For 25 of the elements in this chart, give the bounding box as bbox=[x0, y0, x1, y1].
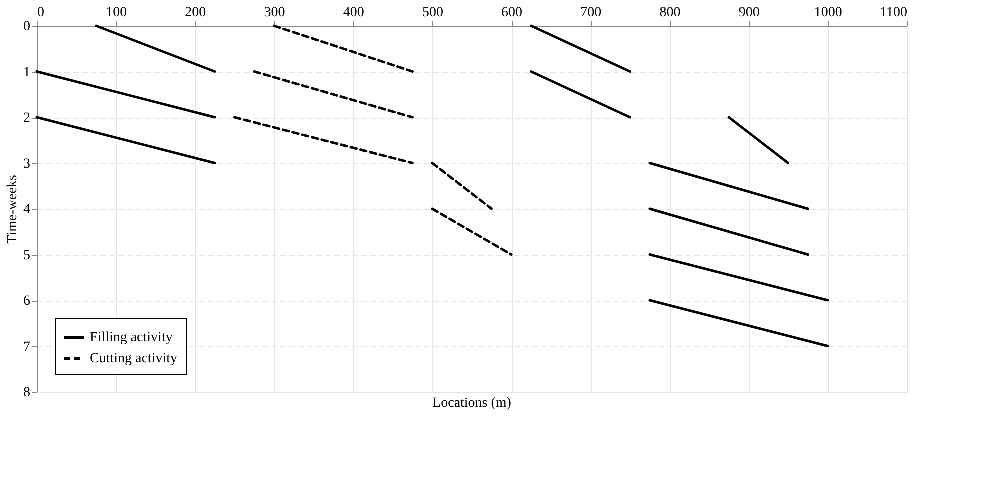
x-tick-label: 900 bbox=[738, 6, 760, 20]
y-tick-label: 8 bbox=[24, 386, 30, 400]
x-tick-label: 400 bbox=[343, 6, 364, 20]
y-tick-label: 5 bbox=[24, 248, 30, 264]
y-tick-label: 4 bbox=[24, 202, 30, 218]
x-tick-label: 800 bbox=[660, 6, 681, 20]
x-tick-label: 1100 bbox=[880, 6, 908, 20]
x-axis-title: Locations (m) bbox=[432, 396, 512, 411]
y-tick-label: 7 bbox=[24, 340, 30, 355]
x-tick-label: 100 bbox=[106, 6, 128, 20]
y-tick-label: 0 bbox=[24, 20, 30, 34]
y-tick-label: 1 bbox=[24, 65, 30, 80]
x-tick-label: 700 bbox=[580, 6, 602, 20]
y-tick-label: 2 bbox=[24, 111, 30, 126]
x-tick-label: 200 bbox=[185, 6, 206, 20]
y-tick-label: 3 bbox=[24, 156, 30, 172]
y-axis-title: Time-weeks bbox=[6, 175, 20, 244]
x-tick-label: 1000 bbox=[814, 6, 842, 20]
legend-label: Cutting activity bbox=[90, 352, 178, 366]
y-tick-label: 6 bbox=[24, 294, 30, 309]
x-tick-label: 0 bbox=[38, 6, 44, 20]
legend-label: Filling activity bbox=[90, 330, 173, 346]
x-tick-label: 300 bbox=[264, 6, 286, 20]
x-tick-label: 500 bbox=[422, 6, 444, 20]
x-tick-label: 600 bbox=[502, 6, 523, 20]
